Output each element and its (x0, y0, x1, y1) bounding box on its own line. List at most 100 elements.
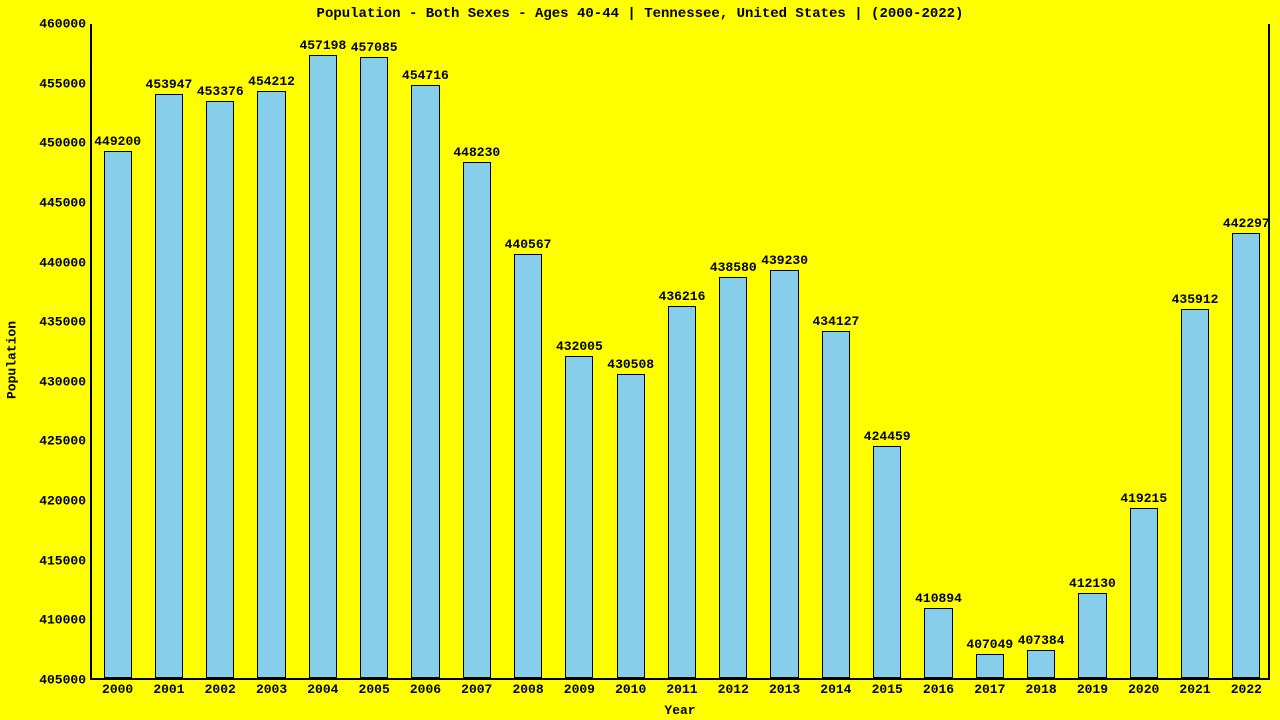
bar-value-label: 449200 (94, 134, 141, 149)
y-tick-label: 425000 (39, 434, 86, 449)
x-tick-label: 2007 (461, 682, 492, 697)
bar-value-label: 454212 (248, 74, 295, 89)
bar-value-label: 419215 (1120, 491, 1167, 506)
bar-slot: 4392302013 (759, 24, 810, 678)
bar-slot: 4492002000 (92, 24, 143, 678)
x-tick-label: 2011 (666, 682, 697, 697)
x-tick-label: 2021 (1179, 682, 1210, 697)
x-tick-label: 2002 (205, 682, 236, 697)
bar (104, 151, 132, 678)
bar-value-label: 454716 (402, 68, 449, 83)
bar-value-label: 438580 (710, 260, 757, 275)
y-axis: 4050004100004150004200004250004300004350… (0, 24, 90, 680)
bar-value-label: 457198 (299, 38, 346, 53)
y-tick-label: 460000 (39, 17, 86, 32)
bar-slot: 4571982004 (297, 24, 348, 678)
y-tick-label: 430000 (39, 374, 86, 389)
bar-slot: 4422972022 (1221, 24, 1272, 678)
bar (873, 446, 901, 678)
bar-slot: 4244592015 (862, 24, 913, 678)
x-tick-label: 2010 (615, 682, 646, 697)
bar (719, 277, 747, 678)
bar (1232, 233, 1260, 678)
bar-slot: 4542122003 (246, 24, 297, 678)
bar (411, 85, 439, 678)
bar-value-label: 434127 (812, 314, 859, 329)
bar-slot: 4570852005 (349, 24, 400, 678)
x-tick-label: 2003 (256, 682, 287, 697)
bar (617, 374, 645, 678)
bar-slot: 4405672008 (502, 24, 553, 678)
bar (976, 654, 1004, 678)
y-tick-label: 455000 (39, 76, 86, 91)
y-tick-label: 410000 (39, 613, 86, 628)
bar-slot: 4362162011 (656, 24, 707, 678)
bar-value-label: 436216 (659, 289, 706, 304)
bar (770, 270, 798, 678)
bar (565, 356, 593, 678)
y-tick-label: 440000 (39, 255, 86, 270)
x-axis-label: Year (90, 703, 1270, 718)
x-tick-label: 2004 (307, 682, 338, 697)
y-tick-label: 420000 (39, 494, 86, 509)
plot-area: 4492002000453947200145337620024542122003… (90, 24, 1270, 680)
y-tick-label: 435000 (39, 315, 86, 330)
bar-slot: 4305082010 (605, 24, 656, 678)
bar (1027, 650, 1055, 678)
x-tick-label: 2014 (820, 682, 851, 697)
y-tick-label: 450000 (39, 136, 86, 151)
bar (463, 162, 491, 678)
chart-title: Population - Both Sexes - Ages 40-44 | T… (0, 6, 1280, 22)
x-tick-label: 2000 (102, 682, 133, 697)
bar-slot: 4108942016 (913, 24, 964, 678)
bar-value-label: 435912 (1172, 292, 1219, 307)
bar (1078, 593, 1106, 678)
y-tick-label: 445000 (39, 195, 86, 210)
bar-value-label: 407049 (966, 637, 1013, 652)
bar-slot: 4547162006 (400, 24, 451, 678)
x-tick-label: 2015 (872, 682, 903, 697)
bar (822, 331, 850, 678)
bar-value-label: 453376 (197, 84, 244, 99)
bar-value-label: 424459 (864, 429, 911, 444)
bar-value-label: 440567 (505, 237, 552, 252)
x-tick-label: 2009 (564, 682, 595, 697)
x-tick-label: 2005 (359, 682, 390, 697)
x-tick-label: 2006 (410, 682, 441, 697)
bar-slot: 4073842018 (1015, 24, 1066, 678)
bar-value-label: 442297 (1223, 216, 1270, 231)
bar-slot: 4359122021 (1169, 24, 1220, 678)
x-tick-label: 2022 (1231, 682, 1262, 697)
x-tick-label: 2013 (769, 682, 800, 697)
bar-slot: 4341272014 (810, 24, 861, 678)
bars-group: 4492002000453947200145337620024542122003… (92, 24, 1268, 678)
bar-value-label: 407384 (1018, 633, 1065, 648)
bar-value-label: 453947 (146, 77, 193, 92)
bar (1181, 309, 1209, 678)
bar (206, 101, 234, 678)
bar-slot: 4192152020 (1118, 24, 1169, 678)
bar-value-label: 448230 (453, 145, 500, 160)
bar (360, 57, 388, 678)
bar (257, 91, 285, 678)
bar (924, 608, 952, 678)
bar-value-label: 457085 (351, 40, 398, 55)
y-tick-label: 405000 (39, 673, 86, 688)
bar (514, 254, 542, 678)
bar-value-label: 410894 (915, 591, 962, 606)
x-tick-label: 2017 (974, 682, 1005, 697)
bar (309, 55, 337, 678)
bar-slot: 4533762002 (195, 24, 246, 678)
bar-value-label: 439230 (761, 253, 808, 268)
bar (155, 94, 183, 678)
x-tick-label: 2019 (1077, 682, 1108, 697)
y-tick-label: 415000 (39, 553, 86, 568)
bar-slot: 4121302019 (1067, 24, 1118, 678)
bar (1130, 508, 1158, 678)
x-tick-label: 2016 (923, 682, 954, 697)
chart-container: Population - Both Sexes - Ages 40-44 | T… (0, 0, 1280, 720)
x-tick-label: 2012 (718, 682, 749, 697)
x-tick-label: 2018 (1026, 682, 1057, 697)
bar (668, 306, 696, 678)
bar-slot: 4539472001 (143, 24, 194, 678)
